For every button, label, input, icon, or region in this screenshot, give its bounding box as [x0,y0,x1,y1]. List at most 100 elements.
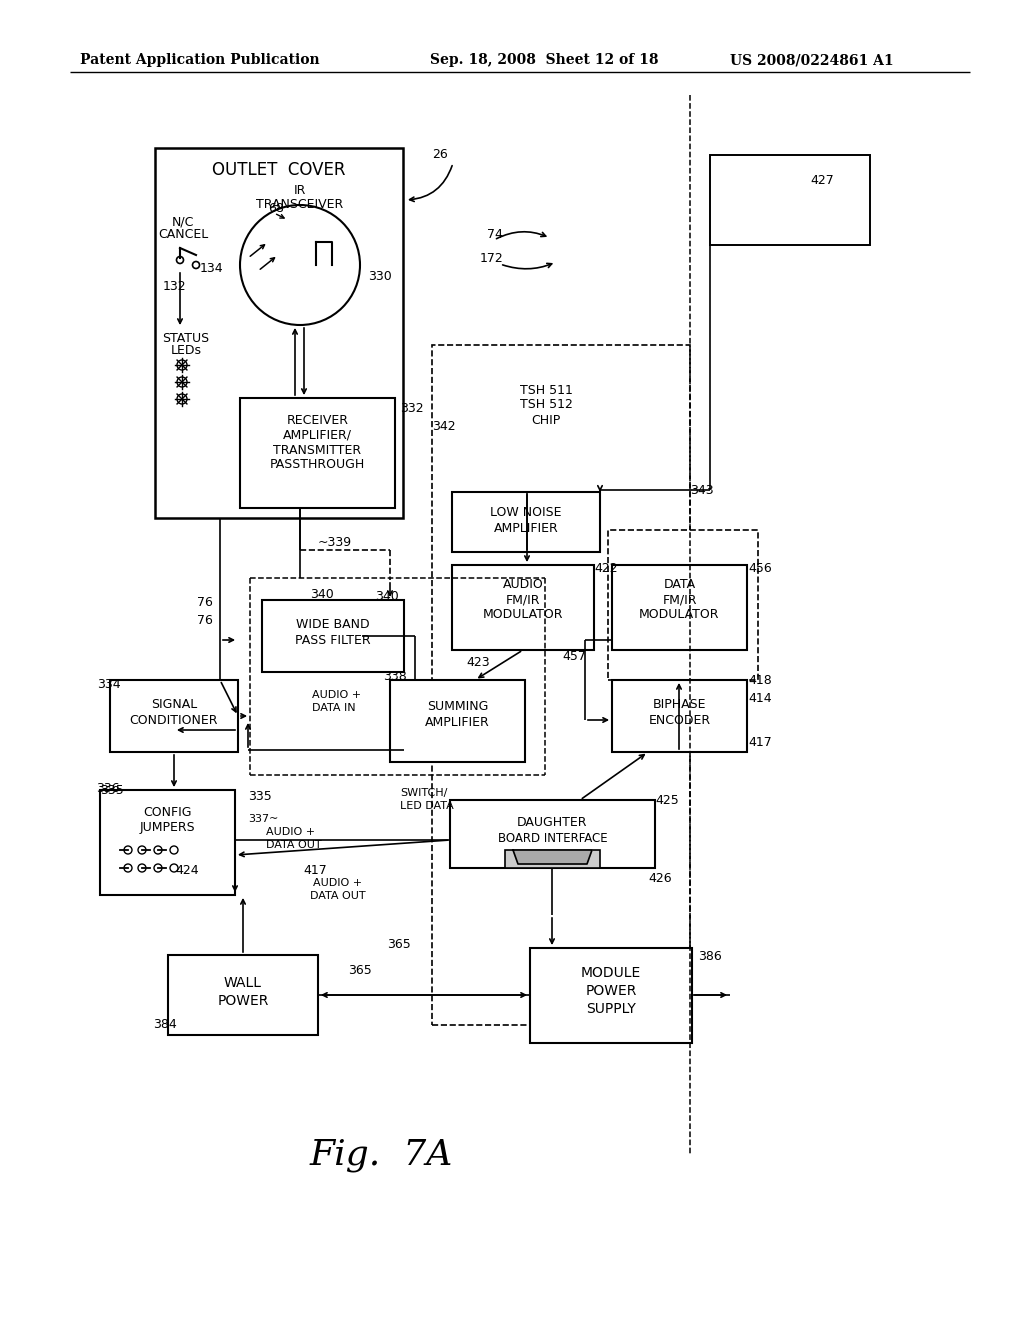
Text: 414: 414 [748,692,772,705]
Text: CANCEL: CANCEL [158,228,208,242]
Text: PASS FILTER: PASS FILTER [295,634,371,647]
Bar [110,680,238,752]
Bar [390,680,525,762]
Text: 427: 427 [810,173,834,186]
Text: OUTLET  COVER: OUTLET COVER [212,161,346,180]
Text: DATA OUT: DATA OUT [310,891,366,902]
Text: 134: 134 [200,261,223,275]
Text: 457: 457 [562,651,586,664]
Text: AMPLIFIER: AMPLIFIER [425,717,489,730]
Bar [530,948,692,1043]
Bar [240,399,395,508]
Text: LED DATA: LED DATA [400,801,454,810]
Text: 365: 365 [348,964,372,977]
Bar [710,154,870,246]
Bar [155,148,403,517]
Text: 337~: 337~ [248,814,279,824]
Text: 384: 384 [153,1019,177,1031]
Text: BOARD INTERFACE: BOARD INTERFACE [498,832,607,845]
Text: SUPPLY: SUPPLY [586,1002,636,1016]
Text: AMPLIFIER: AMPLIFIER [494,521,558,535]
Text: AMPLIFIER/: AMPLIFIER/ [283,429,352,441]
Text: 426: 426 [648,871,672,884]
Text: JUMPERS: JUMPERS [139,821,196,834]
Text: WALL: WALL [224,975,262,990]
Text: CHIP: CHIP [531,413,560,426]
Text: TSH 512: TSH 512 [519,399,572,412]
Text: FM/IR: FM/IR [663,594,696,606]
Text: 343: 343 [690,483,714,496]
Bar [612,680,746,752]
Text: FM/IR: FM/IR [506,594,541,606]
Text: SUMMING: SUMMING [427,701,488,714]
Text: AUDIO: AUDIO [503,578,544,591]
Bar [100,789,234,895]
Text: RECEIVER: RECEIVER [287,413,348,426]
Text: POWER: POWER [217,994,268,1008]
Text: DATA OUT: DATA OUT [266,840,322,850]
Text: 336: 336 [96,781,120,795]
Text: STATUS: STATUS [163,331,210,345]
Text: AUDIO +: AUDIO + [312,690,361,700]
Text: TRANSCEIVER: TRANSCEIVER [256,198,344,210]
Text: WIDE BAND: WIDE BAND [296,618,370,631]
Text: 423: 423 [466,656,489,669]
Bar [608,531,758,680]
Text: BIPHASE: BIPHASE [652,697,707,710]
Text: 425: 425 [655,793,679,807]
Bar [452,565,594,649]
Text: POWER: POWER [586,983,637,998]
Text: ~339: ~339 [317,536,352,549]
Text: MODULATOR: MODULATOR [639,609,720,622]
Bar [432,345,690,1026]
Text: 386: 386 [698,949,722,962]
Text: AUDIO +: AUDIO + [313,878,362,888]
Text: 340: 340 [375,590,398,602]
Text: Fig.  7A: Fig. 7A [310,1138,454,1172]
Text: 424: 424 [175,863,199,876]
Text: IR: IR [294,183,306,197]
Bar [452,492,600,552]
Bar [450,800,655,869]
Text: US 2008/0224861 A1: US 2008/0224861 A1 [730,53,894,67]
Text: DATA: DATA [664,578,695,591]
Text: PASSTHROUGH: PASSTHROUGH [270,458,366,471]
Text: 334: 334 [97,678,121,692]
Text: CONFIG: CONFIG [143,805,191,818]
Text: 172: 172 [480,252,504,264]
Text: DAUGHTER: DAUGHTER [517,816,588,829]
Text: LEDs: LEDs [171,345,202,358]
Text: 335: 335 [100,784,124,796]
Text: 330: 330 [368,269,392,282]
Text: 26: 26 [432,149,447,161]
Text: 332: 332 [400,401,424,414]
Polygon shape [513,850,592,865]
Bar [612,565,746,649]
Text: TRANSMITTER: TRANSMITTER [273,444,361,457]
Text: MODULE: MODULE [581,966,641,979]
Text: 76: 76 [197,614,213,627]
Bar [168,954,318,1035]
Text: AUDIO +: AUDIO + [266,828,315,837]
Text: Patent Application Publication: Patent Application Publication [80,53,319,67]
Text: 68: 68 [268,202,284,214]
Text: 456: 456 [748,561,772,574]
Text: 418: 418 [748,673,772,686]
Text: CONDITIONER: CONDITIONER [130,714,218,726]
Text: LOW NOISE: LOW NOISE [490,506,562,519]
Text: 340: 340 [310,587,334,601]
Text: SIGNAL: SIGNAL [151,697,198,710]
Text: N/C: N/C [172,215,195,228]
Text: 132: 132 [163,280,186,293]
Text: 417: 417 [303,863,327,876]
Text: 422: 422 [594,561,617,574]
Text: 74: 74 [487,228,503,242]
Text: SWITCH/: SWITCH/ [400,788,447,799]
Text: TSH 511: TSH 511 [519,384,572,396]
Text: 417: 417 [748,735,772,748]
Text: 342: 342 [432,421,456,433]
Bar [262,601,404,672]
Bar [505,850,600,869]
Text: Sep. 18, 2008  Sheet 12 of 18: Sep. 18, 2008 Sheet 12 of 18 [430,53,658,67]
Text: ENCODER: ENCODER [648,714,711,726]
